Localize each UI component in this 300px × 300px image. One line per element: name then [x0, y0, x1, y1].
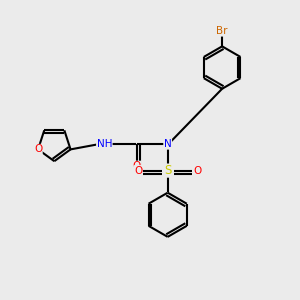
Text: Br: Br: [216, 26, 228, 36]
Text: N: N: [164, 139, 172, 149]
Text: O: O: [34, 144, 42, 154]
Text: O: O: [193, 166, 201, 176]
Text: O: O: [134, 166, 142, 176]
Text: O: O: [133, 161, 141, 171]
Text: S: S: [164, 164, 171, 177]
Text: NH: NH: [97, 139, 112, 149]
